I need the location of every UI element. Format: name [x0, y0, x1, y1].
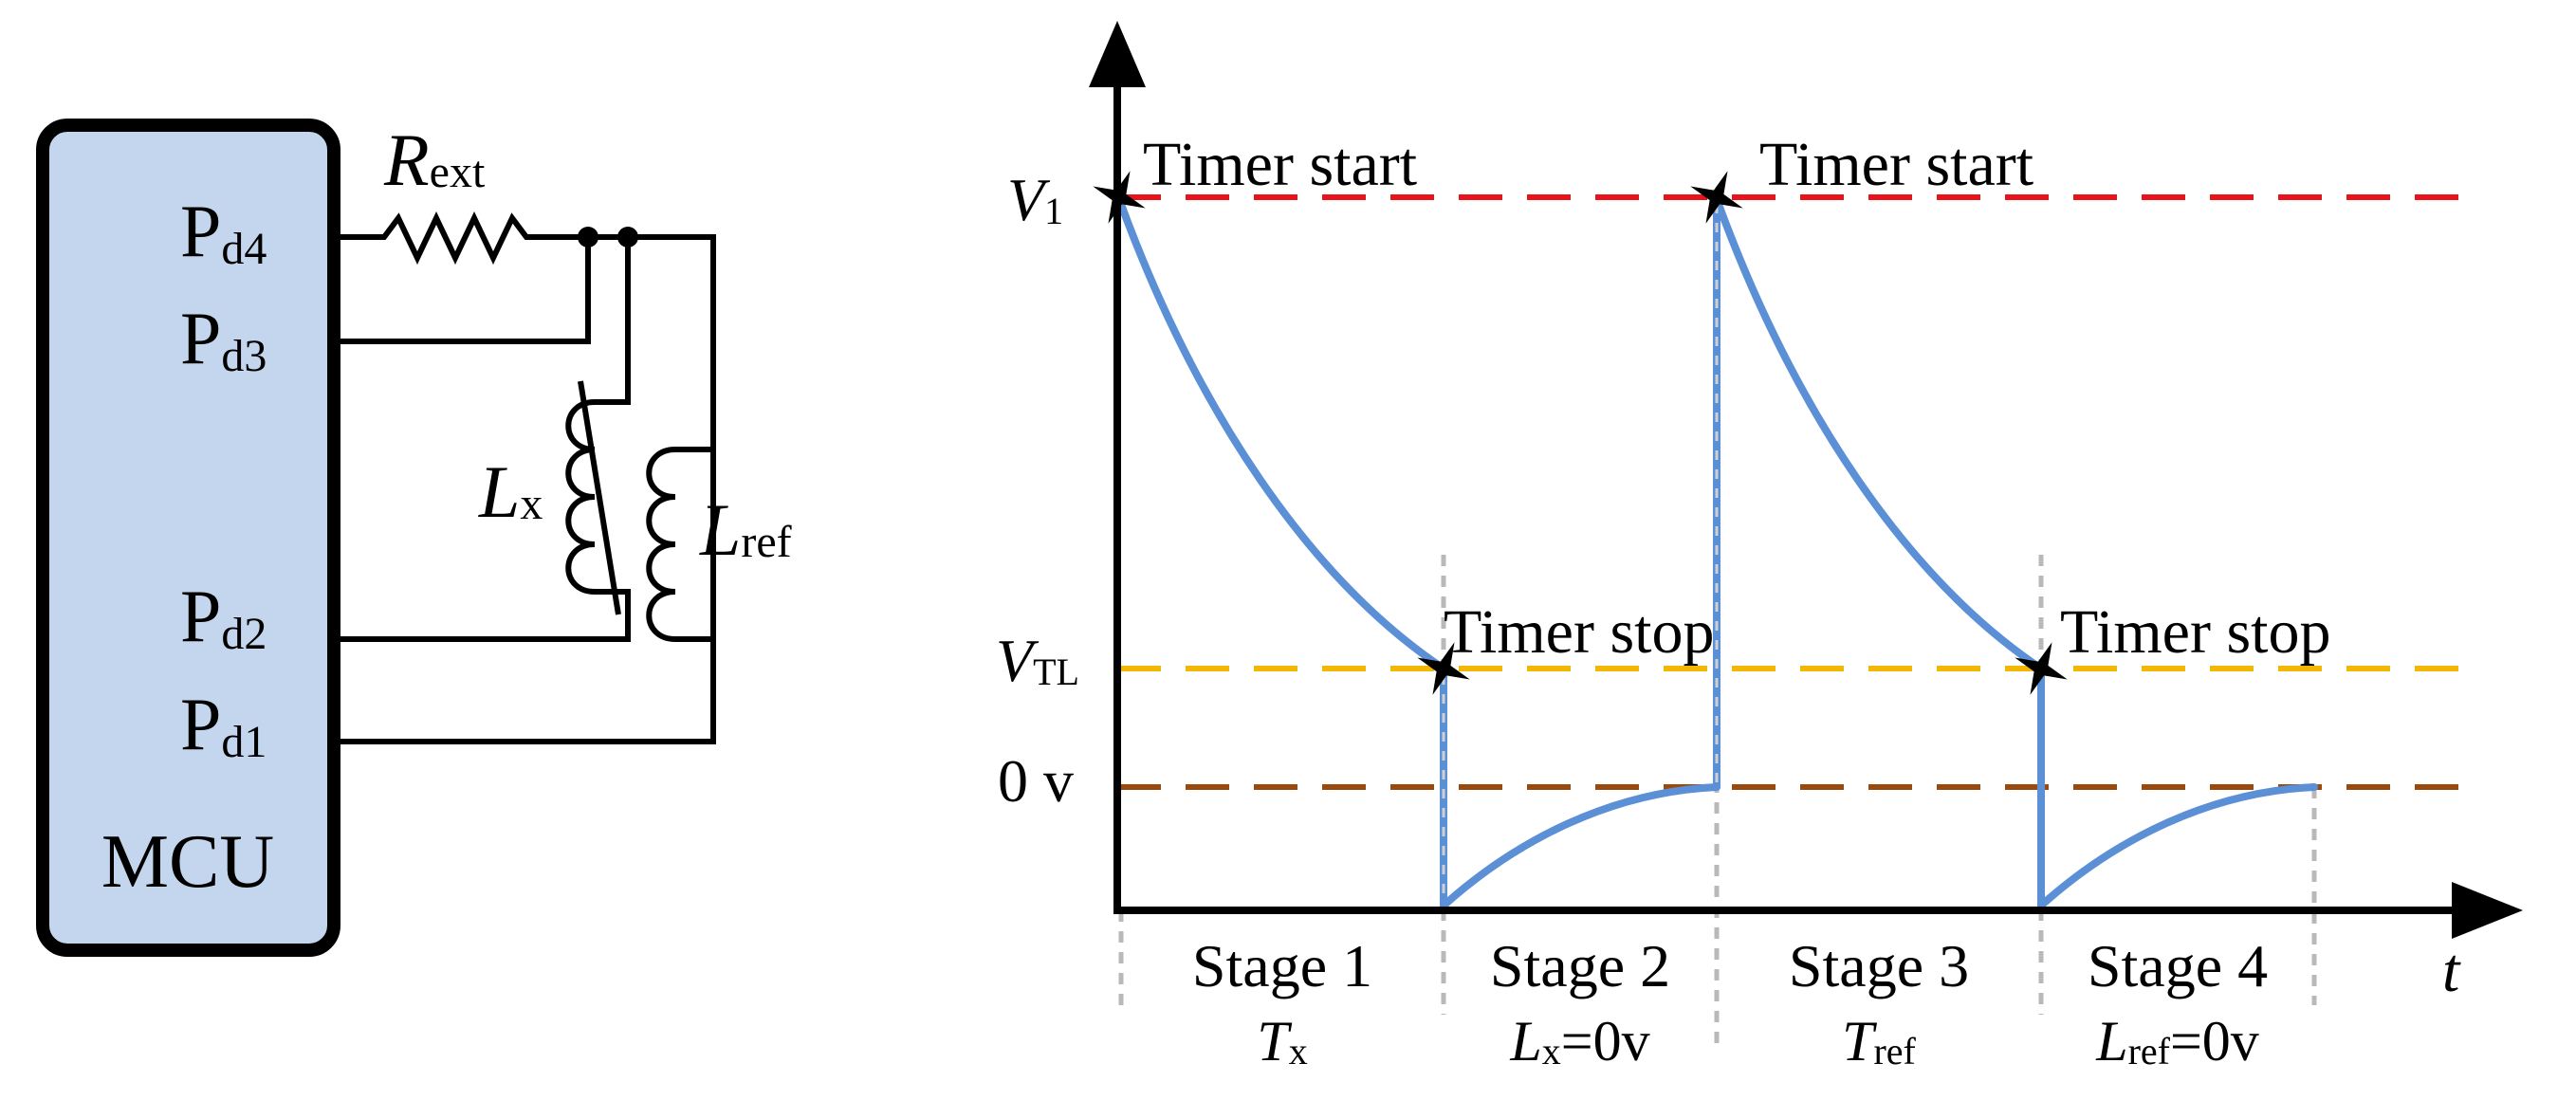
wire-lx [595, 237, 631, 405]
mcu-block [36, 119, 340, 957]
recovery-curve-stage4 [2037, 783, 2318, 909]
star-marker-icon [1417, 642, 1470, 695]
junction-dot [578, 227, 598, 248]
inductor-lx-variable-mark [578, 380, 621, 615]
y-axis-arrow-icon [1089, 21, 1146, 87]
y-label-v1: V1 [1007, 166, 1063, 233]
event-label-timer-stop-2: Timer stop [2060, 597, 2330, 667]
pin-label-pd3: Pd3 [180, 297, 267, 381]
decay-curve-stage3 [1713, 195, 2045, 672]
event-label-timer-start-2: Timer start [1759, 130, 2033, 199]
circuit-wires [334, 211, 716, 744]
junction-dot [617, 227, 638, 248]
star-marker-icon [2015, 642, 2068, 695]
timing-diagram: V1 VTL 0 v Timer start Timer stop Timer … [996, 21, 2523, 1072]
recovery-curve-stage2 [1440, 783, 1720, 909]
stage-label: Stage 1 [1192, 932, 1372, 999]
stage-sublabel: Tref [1842, 1010, 1916, 1072]
stage-labels: Stage 1 Tx Stage 2 Lx=0v Stage 3 Tref St… [1192, 932, 2268, 1072]
stage-sublabel: Lref=0v [2095, 1010, 2259, 1072]
x-axis-label: t [2442, 936, 2461, 1005]
inductor-lref [646, 447, 676, 642]
pin-label-pd2: Pd2 [180, 575, 267, 659]
y-label-0v: 0 v [998, 747, 1074, 815]
event-label-timer-start-1: Timer start [1143, 130, 1417, 199]
decay-curve-stage1 [1115, 195, 1447, 672]
wire-pd2 [334, 589, 631, 642]
resistor-rext [334, 211, 716, 744]
star-marker-icon [1093, 171, 1146, 224]
x-axis-arrow-icon [2452, 882, 2523, 939]
mcu-label: MCU [101, 820, 274, 904]
stage-sublabel: Lx=0v [1509, 1010, 1649, 1072]
pin-label-pd4: Pd4 [180, 190, 267, 274]
label-lref: Lref [699, 488, 792, 571]
inductor-lx [565, 399, 596, 595]
stage-sublabel: Tx [1257, 1010, 1307, 1072]
label-rext: Rext [383, 119, 486, 201]
label-lx: Lx [478, 450, 543, 533]
y-label-vtl: VTL [996, 627, 1079, 694]
circuit: MCU Pd4 Pd3 Pd2 Pd1 [36, 119, 792, 957]
event-markers [1093, 171, 2068, 695]
wire-pd3 [334, 237, 591, 344]
stage-label: Stage 2 [1490, 932, 1670, 999]
waveform [1115, 195, 2318, 909]
star-marker-icon [1690, 171, 1743, 224]
pin-label-pd1: Pd1 [180, 683, 267, 767]
stage-label: Stage 3 [1789, 932, 1969, 999]
event-label-timer-stop-1: Timer stop [1444, 597, 1714, 667]
stage-label: Stage 4 [2088, 932, 2268, 999]
